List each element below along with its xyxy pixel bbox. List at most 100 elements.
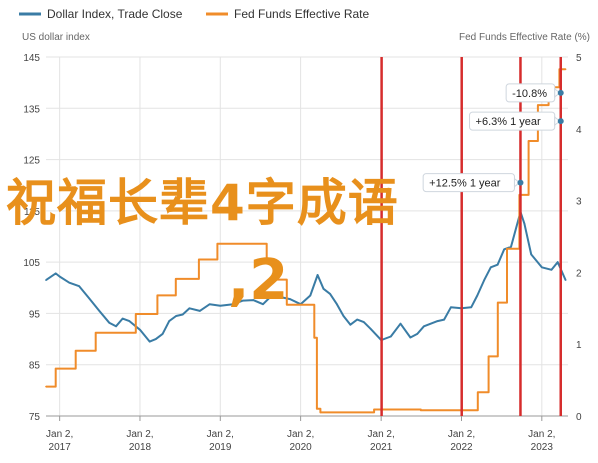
dollar-index-point: [483, 279, 486, 281]
fed-funds-point: [420, 409, 422, 412]
x-tick-label-year: 2021: [370, 442, 393, 453]
dollar-index-point: [342, 315, 345, 317]
fed-funds-point: [45, 385, 47, 388]
left-tick-label: 85: [29, 361, 41, 372]
x-tick-label-month: Jan 2,: [368, 429, 395, 440]
dollar-index-point: [476, 294, 479, 297]
fed-funds-point: [319, 411, 322, 414]
annotation-pointer: [554, 116, 561, 127]
left-tick-label: 115: [24, 207, 40, 218]
dollar-index-point: [322, 288, 325, 290]
left-tick-label: 75: [29, 412, 41, 423]
dollar-index-point: [242, 299, 244, 302]
gridlines: [46, 56, 568, 417]
fed-funds-point: [216, 242, 219, 245]
fed-funds-point: [537, 104, 539, 106]
dollar-index-point: [78, 285, 80, 288]
dollar-index-point: [155, 338, 157, 340]
fed-funds-point: [527, 140, 530, 142]
dollar-index-point: [252, 299, 255, 301]
right-tick-label: 1: [576, 340, 582, 351]
dollar-index-point: [390, 335, 392, 338]
fed-funds-point: [198, 258, 200, 261]
dollar-index-point: [369, 328, 372, 330]
fed-funds-point: [156, 294, 159, 297]
fed-funds-point: [487, 355, 490, 358]
fed-funds-point: [276, 278, 279, 281]
dollar-index-point: [336, 303, 338, 306]
annotation-text: +6.3% 1 year: [476, 116, 541, 128]
dollar-index-point: [443, 318, 445, 321]
x-tick-label-year: 2019: [209, 442, 232, 453]
annotation-pointer: [554, 87, 561, 98]
x-axis-ticks: Jan 2, 2017 Jan 2, 2018 Jan 2, 2019 Jan 2, 2020…: [46, 416, 555, 453]
x-tick-label-year: 2017: [49, 442, 72, 453]
x-tick-label-month: Jan 2,: [207, 429, 234, 440]
dollar-index-point: [416, 333, 419, 335]
fed-funds-point: [506, 247, 508, 250]
dollar-index-point: [262, 303, 264, 306]
fed-funds-point: [373, 408, 375, 411]
annotation-dot: [517, 179, 524, 186]
dollar-index-point: [316, 274, 319, 276]
dollar-index-point: [399, 322, 402, 325]
left-tick-label: 135: [23, 104, 40, 115]
right-tick-label: 3: [576, 197, 582, 208]
dollar-index-point: [329, 293, 331, 295]
left-tick-label: 145: [23, 53, 40, 64]
dollar-index-point: [423, 325, 425, 328]
vertical-markers: [380, 57, 562, 416]
dollar-index-point: [54, 272, 57, 275]
fed-funds-point: [286, 303, 288, 306]
legend-label-dollar: Dollar Index, Trade Close: [47, 7, 183, 21]
dollar-index-point: [128, 320, 131, 322]
x-tick-label-year: 2018: [129, 442, 152, 453]
dollar-index-point: [139, 329, 141, 331]
dollar-index-point: [363, 321, 365, 323]
fed-funds-point: [316, 408, 318, 410]
dollar-index-point: [356, 318, 359, 321]
dollar-index-point: [436, 320, 439, 322]
annotation-dot: [557, 89, 564, 96]
dollar-index-point: [279, 296, 282, 298]
dollar-index-point: [349, 323, 352, 326]
x-tick-label-month: Jan 2,: [287, 429, 314, 440]
dollar-index-point: [523, 222, 526, 225]
dollar-index-point: [88, 297, 90, 299]
right-tick-label: 0: [576, 412, 582, 423]
dollar-index-point: [181, 313, 184, 316]
dollar-index-point: [115, 325, 117, 328]
dollar-index-point: [108, 321, 110, 324]
annotation-callout: -10.8%: [505, 83, 564, 103]
dollar-index-point: [490, 266, 492, 269]
dollar-index-point: [556, 261, 559, 263]
dollar-index-point: [98, 310, 101, 312]
right-axis-title: Fed Funds Effective Rate (%): [459, 32, 590, 43]
legend[interactable]: Dollar Index, Trade Close Fed Funds Effe…: [19, 7, 370, 21]
dollar-index-line: [45, 210, 567, 343]
dollar-index-point: [188, 307, 191, 310]
annotation-text: +12.5% 1 year: [429, 178, 501, 190]
dollar-index-point: [409, 336, 412, 339]
dollar-index-point: [503, 248, 506, 251]
left-axis-title: US dollar index: [22, 32, 90, 43]
x-tick-label-month: Jan 2,: [528, 429, 555, 440]
dollar-index-point: [121, 317, 124, 320]
annotation-dot: [557, 118, 564, 125]
dollar-index-point: [208, 303, 211, 306]
x-tick-label-year: 2020: [289, 442, 312, 453]
dollar-index-point: [564, 279, 567, 281]
annotation-callout: +6.3% 1 year: [469, 111, 564, 131]
dollar-index-point: [232, 303, 234, 306]
dollar-index-point: [272, 293, 275, 295]
dollar-index-point: [496, 263, 499, 266]
annotations: -10.8% +6.3% 1 year +12.5% 1 year: [422, 83, 564, 193]
left-axis-ticks: 75 85 95 105 115 125 135 145: [23, 53, 40, 423]
legend-label-fed: Fed Funds Effective Rate: [234, 7, 370, 21]
dollar-index-point: [161, 333, 164, 335]
right-tick-label: 2: [576, 268, 582, 279]
dollar-index-point: [175, 315, 177, 317]
dollar-index-point: [510, 246, 512, 248]
fed-funds-point: [265, 262, 268, 264]
